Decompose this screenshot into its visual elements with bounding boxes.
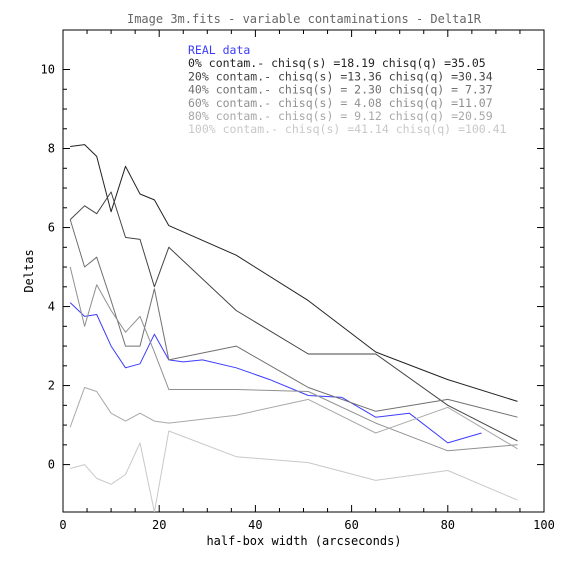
y-axis-label: Deltas: [22, 249, 36, 292]
legend-entry: 80% contam.- chisq(s) = 9.12 chisq(q) =2…: [188, 109, 493, 123]
legend-entry: 40% contam.- chisq(s) = 2.30 chisq(q) = …: [188, 83, 493, 97]
series-line-real-data: [69, 302, 482, 444]
x-tick-label: 80: [441, 518, 455, 532]
x-axis: 0 20 40 60 80 100: [59, 30, 555, 532]
legend-entry: 100% contam.- chisq(s) =41.14 chisq(q) =…: [188, 122, 507, 136]
y-tick-label: 4: [48, 300, 55, 314]
series-line-contam-4: [69, 266, 518, 452]
series-line-contam-1: [70, 144, 518, 402]
x-tick-label: 0: [59, 518, 66, 532]
chart-title: Image 3m.fits - variable contaminations …: [127, 12, 482, 26]
y-axis: 0 2 4 6 8 10: [41, 63, 544, 472]
series-line-contam-2: [69, 191, 518, 442]
y-tick-label: 8: [48, 142, 55, 156]
x-tick-label: 60: [344, 518, 358, 532]
series-line-contam-6: [70, 430, 518, 512]
legend-entry: REAL data: [188, 43, 250, 57]
x-tick-label: 100: [533, 518, 555, 532]
y-tick-label: 2: [48, 379, 55, 393]
legend-entry: 60% contam.- chisq(s) = 4.08 chisq(q) =1…: [188, 96, 493, 110]
series-lines: [69, 144, 518, 512]
x-axis-label: half-box width (arcseconds): [206, 534, 401, 548]
y-tick-label: 10: [41, 63, 55, 77]
y-tick-label: 0: [48, 458, 55, 472]
x-tick-label: 40: [248, 518, 262, 532]
legend-entry: 0% contam.- chisq(s) =18.19 chisq(q) =35…: [188, 56, 486, 70]
series-line-contam-5: [69, 387, 518, 450]
legend-entry: 20% contam.- chisq(s) =13.36 chisq(q) =3…: [188, 69, 493, 83]
y-tick-label: 6: [48, 221, 55, 235]
x-tick-label: 20: [152, 518, 166, 532]
series-line-contam-3: [69, 219, 518, 418]
